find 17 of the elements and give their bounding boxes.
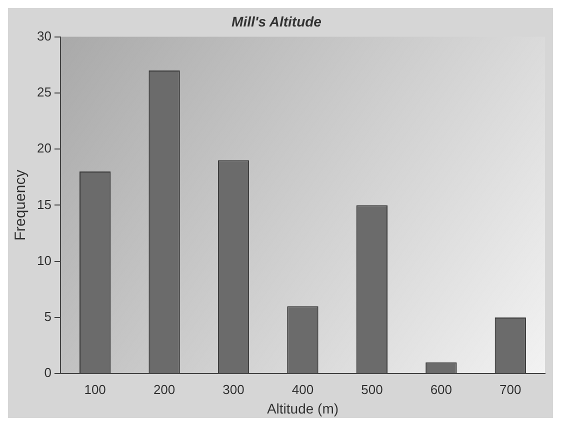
x-tick-label: 200: [153, 382, 176, 397]
x-tick-label: 500: [361, 382, 383, 397]
y-tick-label: 15: [36, 196, 52, 212]
x-tick-label: 700: [500, 382, 522, 397]
chart-title: Mill's Altitude: [232, 13, 322, 30]
y-tick-label: 20: [36, 140, 52, 156]
y-tick-label: 0: [44, 365, 52, 380]
y-tick-label: 5: [44, 309, 52, 324]
x-tick-label: 600: [430, 382, 452, 397]
x-tick-label: 100: [84, 382, 106, 397]
x-tick-label: 400: [292, 382, 314, 397]
y-axis-title: Frequency: [12, 169, 30, 241]
x-tick-label: 300: [222, 382, 244, 397]
x-axis-title: Altitude (m): [266, 400, 339, 416]
y-tick-label: 30: [36, 28, 52, 44]
y-tick-label: 10: [36, 252, 52, 268]
y-tick-label: 25: [36, 84, 52, 100]
